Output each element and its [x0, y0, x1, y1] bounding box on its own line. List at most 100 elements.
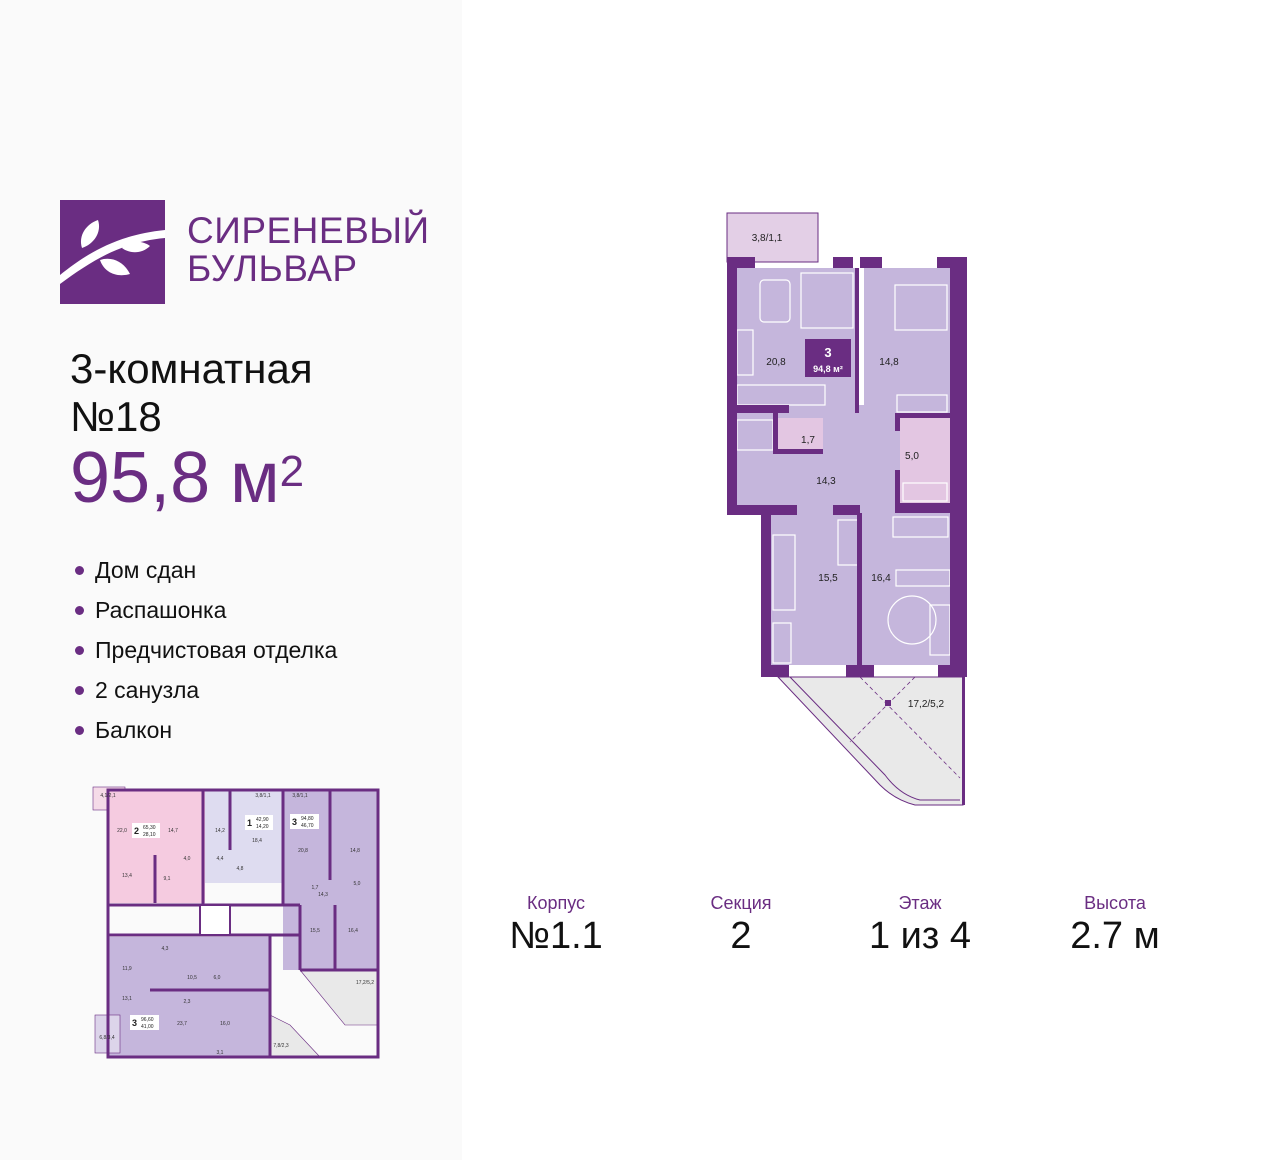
key-label: 11,9 [122, 966, 132, 972]
stat-height: Высота 2.7 м [1025, 892, 1205, 958]
key-label: 3,8/1,1 [292, 793, 308, 799]
key-badge-living: 28,10 [143, 832, 156, 838]
key-label: 13,1 [122, 996, 132, 1002]
apartment-area: 95,8 м2 [70, 438, 304, 518]
key-label: 3,1 [217, 1050, 224, 1056]
key-badge-area: 42,90 [256, 817, 269, 823]
stat-value: 2.7 м [1070, 915, 1160, 957]
apartment-type: 3-комнатная [70, 345, 313, 392]
key-badge-living: 14,20 [256, 824, 269, 830]
brand-line2: БУЛЬВАР [187, 248, 358, 289]
stat-label: Этаж [898, 893, 942, 913]
badge-area: 94,8 м² [813, 364, 843, 374]
feature-label: Предчистовая отделка [95, 637, 338, 663]
key-label: 13,4 [122, 873, 132, 879]
key-label: 14,2 [215, 828, 225, 834]
area-sup: 2 [279, 447, 305, 496]
feature-item: 2 санузла [75, 670, 337, 710]
key-label: 18,4 [252, 838, 262, 844]
walls [727, 257, 967, 805]
key-label: 22,0 [117, 828, 127, 834]
key-badge-rooms: 3 [132, 1018, 137, 1028]
room-label: 14,3 [816, 476, 836, 487]
plan-badge: 3 94,8 м² [805, 339, 851, 377]
key-badge-rooms: 1 [247, 818, 252, 828]
key-label: 23,7 [177, 1021, 187, 1027]
room-labels: 3,8/1,1 20,8 14,8 1,7 5,0 14,3 15,5 16,4… [752, 233, 945, 710]
room-label: 20,8 [766, 357, 786, 368]
key-badge-area: 65,30 [143, 825, 156, 831]
stat-building: Корпус №1.1 [466, 892, 646, 958]
key-badge-area: 96,60 [141, 1017, 154, 1023]
key-badge-rooms: 3 [292, 817, 297, 827]
key-badge-rooms: 2 [134, 826, 139, 836]
feature-label: Балкон [95, 717, 173, 743]
stat-value: 2 [730, 915, 752, 957]
key-label: 15,5 [310, 928, 320, 934]
terrace [776, 676, 964, 806]
stat-label: Секция [710, 893, 772, 913]
room-label: 16,4 [871, 573, 891, 584]
room-label: 14,8 [879, 357, 899, 368]
key-label: 4,0 [184, 856, 191, 862]
key-label: 4,3 [162, 946, 169, 952]
key-label: 17,2/5,2 [356, 980, 374, 986]
logo-icon [60, 200, 165, 304]
brand-line1: СИРЕНЕВЫЙ [187, 210, 430, 251]
key-label: 14,8 [350, 848, 360, 854]
key-label: 6,0 [214, 975, 221, 981]
room-label: 17,2/5,2 [908, 699, 945, 710]
key-label: 7,8/2,3 [273, 1043, 289, 1049]
bullet-icon [75, 645, 84, 655]
key-label: 14,7 [168, 828, 178, 834]
key-badge-living: 41,00 [141, 1024, 154, 1030]
furniture [736, 272, 951, 664]
key-label: 6,8/3,4 [99, 1035, 115, 1041]
stat-section: Секция 2 [651, 892, 831, 958]
stat-value: 1 из 4 [868, 915, 972, 957]
key-label: 16,4 [348, 928, 358, 934]
room-label: 5,0 [905, 451, 919, 462]
room-label: 1,7 [801, 435, 815, 446]
feature-label: 2 санузла [95, 677, 200, 703]
apartment-number: №18 [70, 393, 162, 440]
key-badge-area: 94,80 [301, 816, 314, 822]
key-label: 10,5 [187, 975, 197, 981]
brand-name: СИРЕНЕВЫЙ БУЛЬВАР [187, 212, 430, 288]
room-label: 15,5 [818, 573, 838, 584]
stat-label: Корпус [526, 893, 586, 913]
key-badges: 2 65,30 28,10 1 42,90 14,20 3 94,80 46,7… [130, 814, 319, 1030]
key-label: 2,3 [184, 999, 191, 1005]
room-label: 3,8/1,1 [752, 233, 783, 244]
bullet-icon [75, 565, 84, 575]
feature-item: Дом сдан [75, 550, 337, 590]
badge-rooms: 3 [824, 345, 831, 360]
key-label: 1,7 [312, 885, 319, 891]
stat-floor: Этаж 1 из 4 [830, 892, 1010, 958]
key-label: 16,0 [220, 1021, 230, 1027]
key-badge-living: 46,70 [301, 823, 314, 829]
feature-label: Дом сдан [95, 557, 197, 583]
bullet-icon [75, 725, 84, 735]
key-label: 14,3 [318, 892, 328, 898]
key-label: 3,8/1,1 [255, 793, 271, 799]
key-label: 4,8 [237, 866, 244, 872]
key-labels: 4,1/2,1 22,0 14,7 4,0 13,4 9,1 14,2 4,4 … [99, 793, 374, 1056]
key-label: 20,8 [298, 848, 308, 854]
feature-item: Балкон [75, 710, 337, 750]
key-plan: 2 65,30 28,10 1 42,90 14,20 3 94,80 46,7… [92, 786, 380, 1059]
rooms [737, 268, 950, 665]
key-label: 9,1 [164, 876, 171, 882]
key-label: 5,0 [354, 881, 361, 887]
feature-item: Распашонка [75, 590, 337, 630]
bullet-icon [75, 605, 84, 615]
stat-value: №1.1 [509, 915, 603, 957]
features-list: Дом сдан Распашонка Предчистовая отделка… [75, 550, 337, 750]
key-label: 4,4 [217, 856, 224, 862]
feature-label: Распашонка [95, 597, 227, 623]
apartment-title: 3-комнатная №18 [70, 345, 313, 441]
stat-label: Высота [1084, 893, 1146, 913]
key-label: 4,1/2,1 [100, 793, 116, 799]
bullet-icon [75, 685, 84, 695]
